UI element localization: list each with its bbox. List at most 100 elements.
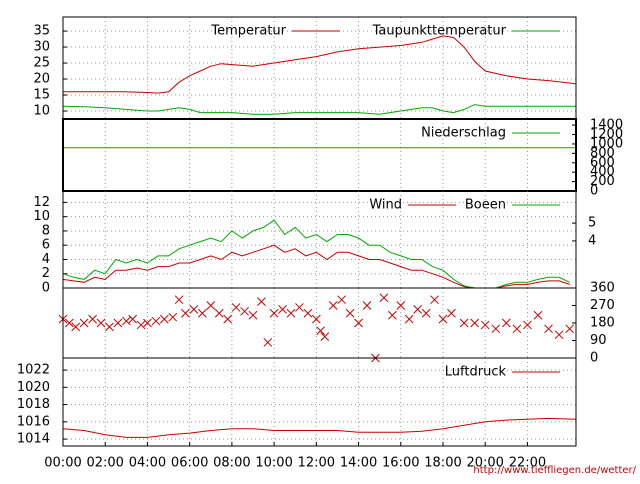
scatter-point [71,322,81,332]
y-tick-label: 0 [42,281,50,296]
scatter-point [354,318,363,328]
y-tick-label: 12 [33,195,50,210]
scatter-point [295,303,304,312]
y-tick-label: 35 [33,24,50,39]
x-tick-label: 18:00 [424,456,461,471]
scatter-point [240,306,249,316]
y2-tick-label: 5 [588,216,596,231]
scatter-point [430,295,439,305]
legend-label: Boeen [465,198,506,213]
scatter-point [421,308,431,318]
scatter-point [151,316,161,326]
scatter-point [257,297,266,306]
series-line [62,104,576,115]
y-tick-label: 200 [590,174,615,189]
y-tick-label: 1000 [590,136,623,151]
scatter-point [316,326,325,336]
scatter-point [303,308,313,318]
scatter-point [248,310,258,320]
y-tick-label: 1400 [590,118,623,133]
legend-label: Wind [369,198,402,213]
scatter-point [121,316,131,326]
scatter-point [223,314,233,324]
x-tick-label: 04:00 [129,456,166,471]
x-tick-label: 06:00 [171,456,208,471]
scatter-point [501,318,511,328]
scatter-point [88,314,97,324]
x-tick-label: 02:00 [86,456,123,471]
x-tick-label: 22:00 [509,456,546,471]
scatter-point [64,318,74,328]
scatter-point [396,301,406,310]
y-tick-label: 8 [42,223,50,238]
scatter-point [328,301,338,310]
legend-label: Temperatur [210,24,286,39]
scatter-point [345,308,355,318]
scatter-point [470,318,480,328]
x-tick-label: 16:00 [382,456,419,471]
y-tick-label: 15 [33,88,50,103]
scatter-point [136,320,146,330]
scatter-point [320,332,330,341]
y-tick-label: 4 [42,252,50,267]
scatter-point [174,295,184,305]
x-tick-label: 14:00 [340,456,377,471]
scatter-point [404,314,414,324]
y-tick-label: 1014 [17,432,50,447]
scatter-point [113,318,123,328]
scatter-point [523,320,532,330]
y-tick-label: 20 [33,72,50,87]
legend-label: Taupunkttemperatur [372,24,507,39]
legend-label: Luftdruck [445,365,507,380]
scatter-point [438,314,448,324]
scatter-point [128,314,138,324]
y-tick-label: 0 [590,184,598,199]
y-tick-label: 400 [590,165,615,180]
y-tick-label: 1022 [17,363,50,378]
scatter-point [79,318,89,328]
scatter-point [512,324,522,334]
scatter-point [533,310,543,320]
y-tick-label: 360 [590,281,615,296]
scatter-point [168,312,178,322]
x-tick-label: 12:00 [298,456,335,471]
scatter-point [105,322,114,332]
y-tick-label: 10 [33,209,50,224]
scatter-point [206,301,216,310]
scatter-point [96,318,106,328]
y-tick-label: 2 [42,266,50,281]
scatter-point [387,310,397,320]
scatter-point [269,308,279,318]
scatter-point [214,308,224,318]
scatter-point [143,318,152,328]
scatter-point [362,301,372,310]
y2-tick-label: 4 [588,233,596,248]
y-tick-label: 1020 [17,380,50,395]
scatter-point [189,305,199,314]
scatter-point [337,295,347,305]
scatter-point [459,318,469,328]
scatter-point [181,308,190,318]
scatter-point [413,305,423,314]
source-url: http://www.tieffliegen.de/wetter/ [473,465,636,476]
y-tick-label: 6 [42,238,50,253]
scatter-point [447,308,456,318]
x-tick-label: 00:00 [44,456,81,471]
y-tick-label: 270 [590,298,615,313]
x-tick-label: 20:00 [466,456,503,471]
scatter-point [263,338,273,347]
series-line [63,35,577,94]
scatter-point [231,303,241,312]
legend-label: Niederschlag [421,126,506,141]
scatter-point [159,314,169,324]
y-tick-label: 1018 [17,397,50,412]
panel-frame [62,357,577,447]
x-tick-label: 10:00 [255,456,292,471]
scatter-point [544,324,553,334]
y-tick-label: 1200 [590,127,623,142]
y-tick-label: 1016 [17,414,50,429]
scatter-point [278,305,287,314]
scatter-point [480,320,490,330]
